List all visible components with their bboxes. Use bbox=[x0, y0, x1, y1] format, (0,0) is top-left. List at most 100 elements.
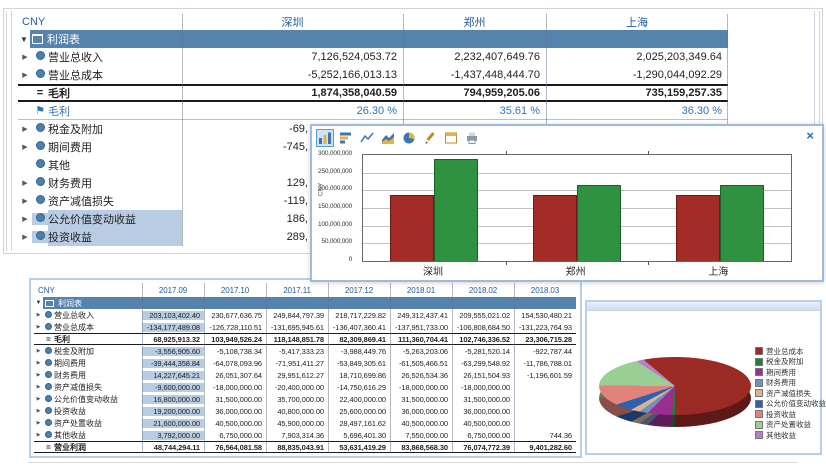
table-row-其他[interactable]: 其他 bbox=[18, 156, 728, 174]
cell-期间费用-4[interactable]: -61,505,466.51 bbox=[398, 358, 448, 368]
cell-毛利-1[interactable]: 35.61 % bbox=[499, 104, 540, 117]
cell-资产处置收益-2[interactable]: 45,900,000.00 bbox=[277, 418, 324, 428]
legend-item-其他收益[interactable]: 其他收益 bbox=[755, 430, 826, 441]
expand-arrow-icon[interactable]: ▶ bbox=[22, 216, 28, 223]
cell-财务费用-3[interactable]: 18,710,699.86 bbox=[339, 370, 386, 380]
cell-毛利-2[interactable]: 36.30 % bbox=[681, 104, 722, 117]
expand-arrow-icon[interactable]: ▶ bbox=[36, 312, 41, 318]
cell-公允价值变动收益-1[interactable]: 31,500,000.00 bbox=[215, 394, 262, 404]
column-header-1[interactable]: 2017.10 bbox=[220, 285, 250, 295]
cell-公允价值变动收益-2[interactable]: 35,700,000.00 bbox=[277, 394, 324, 404]
cell-营业总收入-2[interactable]: 2,025,203,349.64 bbox=[636, 51, 722, 63]
cell-税金及附加-0[interactable]: -3,556,905.60 bbox=[142, 346, 204, 356]
table-row-营业总成本[interactable]: ▶ 营业总成本 -5,252,166,013.13 -1,437,448,444.70… bbox=[18, 66, 728, 84]
cell-公允价值变动收益-4[interactable]: 31,500,000.00 bbox=[401, 394, 448, 404]
group-row[interactable]: ▼ 利润表 bbox=[34, 297, 576, 309]
cell-营业总收入-0[interactable]: 7,126,524,053.72 bbox=[311, 51, 397, 63]
cell-毛利-1[interactable]: 794,959,205.06 bbox=[463, 87, 540, 99]
bar-chart-icon[interactable] bbox=[337, 129, 355, 147]
table-row-投资收益[interactable]: ▶ 投资收益 19,200,000.00 36,000,000.00 40,800,00… bbox=[34, 405, 576, 417]
column-header-1[interactable]: 郑州 bbox=[463, 17, 486, 29]
table-row-公允价值变动收益[interactable]: ▶ 公允价值变动收益 186, bbox=[18, 210, 728, 228]
cell-其他收益-0[interactable]: 3,792,000.00 bbox=[142, 430, 204, 440]
legend-item-营业总成本[interactable]: 营业总成本 bbox=[755, 346, 826, 357]
table-row-营业总成本[interactable]: ▶ 营业总成本 -134,177,489.08 -126,728,110.51 -131… bbox=[34, 321, 576, 333]
cell-投资收益-0[interactable]: 19,200,000.00 bbox=[142, 406, 204, 416]
cell-公允价值变动收益-3[interactable]: 22,400,000.00 bbox=[339, 394, 386, 404]
cell-资产减值损失-4[interactable]: -18,000,000.00 bbox=[398, 382, 448, 392]
cell-期间费用-1[interactable]: -64,078,093.96 bbox=[212, 358, 262, 368]
table-row-资产减值损失[interactable]: ▶ 资产减值损失 -9,600,000.00 -18,000,000.00 -20,40… bbox=[34, 381, 576, 393]
table-row-财务费用[interactable]: ▶ 财务费用 129, bbox=[18, 174, 728, 192]
cell-毛利-4[interactable]: 111,360,704.41 bbox=[398, 334, 448, 344]
legend-item-财务费用[interactable]: 财务费用 bbox=[755, 378, 826, 389]
table-row-财务费用[interactable]: ▶ 财务费用 14,227,645.21 26,051,307.64 29,951,61… bbox=[34, 369, 576, 381]
cell-营业总成本-0[interactable]: -134,177,489.08 bbox=[142, 322, 204, 332]
cell-毛利-3[interactable]: 82,309,869.41 bbox=[339, 334, 386, 344]
cell-税金及附加-6[interactable]: -922,787.44 bbox=[533, 346, 572, 356]
cell-营业总收入-3[interactable]: 218,717,229.82 bbox=[335, 310, 386, 320]
cell-营业总收入-2[interactable]: 249,844,797.39 bbox=[273, 310, 324, 320]
expand-arrow-icon[interactable]: ▶ bbox=[22, 72, 28, 79]
cell-资产减值损失-1[interactable]: -18,000,000.00 bbox=[212, 382, 262, 392]
cell-其他收益-6[interactable]: 744.36 bbox=[549, 430, 572, 440]
print-icon[interactable] bbox=[463, 129, 481, 147]
cell-投资收益-0[interactable]: 289, bbox=[286, 231, 308, 243]
expand-arrow-icon[interactable]: ▶ bbox=[36, 432, 41, 438]
table-row-营业利润[interactable]: = 营业利润 48,744,294.11 76,564,081.58 88,835,04… bbox=[34, 441, 576, 453]
table-row-其他收益[interactable]: ▶ 其他收益 3,792,000.00 6,750,000.00 7,903,314.3… bbox=[34, 429, 576, 441]
cell-期间费用-6[interactable]: -11,786,788.01 bbox=[523, 358, 572, 368]
bar-深圳-series-red[interactable] bbox=[390, 195, 435, 261]
bar-上海-series-green[interactable] bbox=[719, 185, 764, 261]
close-icon[interactable]: × bbox=[806, 128, 814, 143]
cell-公允价值变动收益-0[interactable]: 186, bbox=[286, 213, 308, 225]
cell-其他收益-5[interactable]: 6,750,000.00 bbox=[467, 430, 510, 440]
table-row-营业总收入[interactable]: ▶ 营业总收入 203,103,402.40 230,677,636.75 249,84… bbox=[34, 309, 576, 321]
cell-投资收益-3[interactable]: 25,600,000.00 bbox=[339, 406, 386, 416]
table-row-公允价值变动收益[interactable]: ▶ 公允价值变动收益 16,800,000.00 31,500,000.00 35,70… bbox=[34, 393, 576, 405]
cell-营业利润-1[interactable]: 76,564,081.58 bbox=[215, 442, 262, 452]
expand-arrow-icon[interactable]: ▶ bbox=[36, 348, 41, 354]
cell-营业总成本-6[interactable]: -131,223,764.93 bbox=[518, 322, 572, 332]
table-row-期间费用[interactable]: ▶ 期间费用 -745, bbox=[18, 138, 728, 156]
cell-期间费用-5[interactable]: -63,299,548.92 bbox=[460, 358, 510, 368]
expand-arrow-icon[interactable]: ▶ bbox=[36, 420, 41, 426]
cell-公允价值变动收益-5[interactable]: 31,500,000.00 bbox=[463, 394, 510, 404]
group-row[interactable]: ▼ 利润表 bbox=[18, 30, 728, 48]
cell-资产减值损失-3[interactable]: -14,750,616.29 bbox=[336, 382, 386, 392]
cell-税金及附加-5[interactable]: -5,281,520.14 bbox=[465, 346, 510, 356]
cell-税金及附加-4[interactable]: -5,263,203.06 bbox=[403, 346, 448, 356]
cell-营业利润-2[interactable]: 88,835,043.91 bbox=[277, 442, 324, 452]
cell-税金及附加-0[interactable]: -69, bbox=[289, 123, 308, 135]
legend-item-投资收益[interactable]: 投资收益 bbox=[755, 409, 826, 420]
cell-公允价值变动收益-0[interactable]: 16,800,000.00 bbox=[142, 394, 204, 404]
legend-item-资产减值损失[interactable]: 资产减值损失 bbox=[755, 388, 826, 399]
cell-财务费用-2[interactable]: 29,951,612.27 bbox=[277, 370, 324, 380]
cell-财务费用-6[interactable]: -1,196,601.59 bbox=[527, 370, 572, 380]
cell-税金及附加-3[interactable]: -3,988,449.76 bbox=[341, 346, 386, 356]
column-chart-icon[interactable] bbox=[316, 129, 334, 147]
cell-资产处置收益-4[interactable]: 40,500,000.00 bbox=[401, 418, 448, 428]
cell-财务费用-0[interactable]: 14,227,645.21 bbox=[142, 370, 204, 380]
pie-chart-icon[interactable] bbox=[400, 129, 418, 147]
cell-投资收益-2[interactable]: 40,800,000.00 bbox=[277, 406, 324, 416]
cell-其他收益-3[interactable]: 5,696,401.30 bbox=[343, 430, 386, 440]
cell-营业总成本-2[interactable]: -1,290,044,092.29 bbox=[632, 69, 722, 81]
expand-arrow-icon[interactable]: ▶ bbox=[22, 234, 28, 241]
cell-营业总成本-0[interactable]: -5,252,166,013.13 bbox=[307, 69, 397, 81]
cell-税金及附加-1[interactable]: -5,108,738.34 bbox=[217, 346, 262, 356]
cell-期间费用-2[interactable]: -71,951,411.27 bbox=[275, 358, 324, 368]
cell-其他收益-4[interactable]: 7,550,000.00 bbox=[405, 430, 448, 440]
table-row-营业总收入[interactable]: ▶ 营业总收入 7,126,524,053.72 2,232,407,649.76 2,… bbox=[18, 48, 728, 66]
legend-item-税金及附加[interactable]: 税金及附加 bbox=[755, 357, 826, 368]
cell-资产减值损失-0[interactable]: -119, bbox=[283, 195, 308, 207]
cell-营业总收入-1[interactable]: 230,677,636.75 bbox=[211, 310, 262, 320]
bar-上海-series-red[interactable] bbox=[675, 195, 720, 261]
cell-毛利-0[interactable]: 26.30 % bbox=[356, 104, 397, 117]
cell-资产处置收益-0[interactable]: 21,600,000.00 bbox=[142, 418, 204, 428]
cell-营业总成本-4[interactable]: -137,951,733.00 bbox=[394, 322, 448, 332]
pie-chart[interactable] bbox=[599, 357, 751, 437]
legend-item-期间费用[interactable]: 期间费用 bbox=[755, 367, 826, 378]
collapse-caret-icon[interactable]: ▼ bbox=[35, 300, 42, 306]
cell-期间费用-0[interactable]: -745, bbox=[282, 141, 308, 153]
